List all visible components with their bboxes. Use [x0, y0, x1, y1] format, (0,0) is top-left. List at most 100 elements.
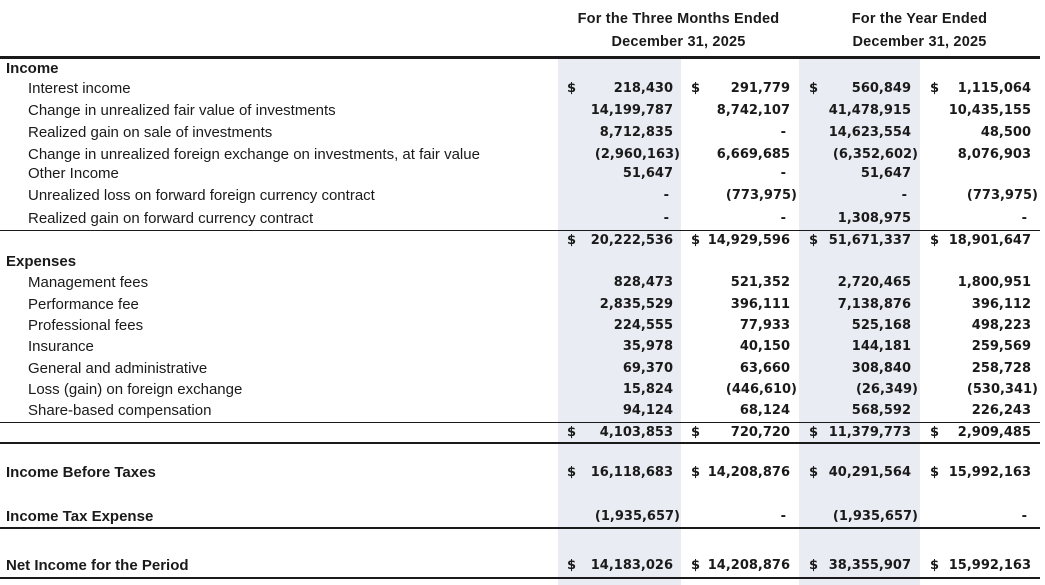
dollar-sign: $	[930, 81, 940, 96]
value-professional-fees-three-months-2025: 224,555	[613, 318, 673, 333]
value-income-before-taxes-three-months-2024: 14,208,876	[707, 465, 790, 480]
value-income-before-taxes-three-months-2025: 16,118,683	[590, 465, 673, 480]
value-change-in-unrealized-fair-value-of-investments-three-months-2025: 14,199,787	[590, 103, 673, 118]
value-general-and-administrative-three-months-2025: 69,370	[622, 361, 673, 376]
column-shade-year-2025	[799, 58, 920, 585]
dollar-sign: $	[691, 425, 701, 440]
dollar-sign: $	[691, 558, 701, 573]
header-three-months: For the Three Months Ended December 31, …	[558, 11, 799, 50]
value-net-income-for-the-period-year-2024: 15,992,163	[948, 558, 1031, 573]
value-management-fees-three-months-2025: 828,473	[613, 275, 673, 290]
value-professional-fees-year-2024: 498,223	[971, 318, 1031, 333]
header-rule	[0, 56, 1040, 59]
dollar-sign: $	[567, 425, 577, 440]
value-total-three-months-2025: 20,222,536	[590, 233, 673, 248]
row-label-performance-fee: Performance fee	[28, 296, 139, 313]
value-interest-income-three-months-2025: 218,430	[613, 81, 673, 96]
dollar-sign: $	[809, 81, 819, 96]
net-income-rule	[0, 577, 1040, 579]
value-insurance-three-months-2025: 35,978	[622, 339, 673, 354]
row-label-expenses: Expenses	[6, 253, 77, 270]
value-change-in-unrealized-foreign-exchange-on-investments-at-fair-value-year-2025: (6,352,602)	[832, 147, 918, 162]
value-realized-gain-on-sale-of-investments-year-2025: 14,623,554	[828, 125, 911, 140]
row-label-change-in-unrealized-fair-value-of-investments: Change in unrealized fair value of inves…	[28, 102, 336, 119]
header-year-line1: For the Year Ended	[851, 11, 988, 27]
header-three-months-line2: December 31, 2025	[611, 34, 746, 50]
row-label-interest-income: Interest income	[28, 80, 131, 97]
dollar-sign: $	[930, 425, 940, 440]
value-loss-gain-on-foreign-exchange-three-months-2024: (446,610)	[725, 382, 797, 397]
value-net-income-for-the-period-three-months-2025: 14,183,026	[590, 558, 673, 573]
dollar-sign: $	[691, 81, 701, 96]
value-share-based-compensation-three-months-2025: 94,124	[622, 403, 673, 418]
value-change-in-unrealized-foreign-exchange-on-investments-at-fair-value-three-months-2024: 6,669,685	[716, 147, 790, 162]
header-year-line2: December 31, 2025	[852, 34, 987, 50]
dollar-sign: $	[691, 233, 701, 248]
value-share-based-compensation-three-months-2024: 68,124	[739, 403, 790, 418]
dollar-sign: $	[809, 425, 819, 440]
value-performance-fee-year-2024: 396,112	[971, 297, 1031, 312]
value-change-in-unrealized-fair-value-of-investments-three-months-2024: 8,742,107	[716, 103, 790, 118]
expenses-total-rule	[0, 442, 1040, 444]
value-share-based-compensation-year-2025: 568,592	[851, 403, 911, 418]
value-interest-income-year-2025: 560,849	[851, 81, 911, 96]
value-unrealized-loss-on-forward-foreign-currency-contract-year-2025: -	[901, 188, 907, 203]
dollar-sign: $	[567, 558, 577, 573]
row-label-income-tax-expense: Income Tax Expense	[6, 508, 154, 525]
row-label-management-fees: Management fees	[28, 274, 149, 291]
dollar-sign: $	[809, 465, 819, 480]
value-income-tax-expense-year-2024: -	[1021, 509, 1027, 524]
value-total-three-months-2025: 4,103,853	[599, 425, 673, 440]
value-total-year-2025: 11,379,773	[828, 425, 911, 440]
row-label-income: Income	[6, 60, 59, 77]
value-loss-gain-on-foreign-exchange-year-2024: (530,341)	[966, 382, 1038, 397]
dollar-sign: $	[567, 81, 577, 96]
value-realized-gain-on-forward-currency-contract-three-months-2025: -	[663, 211, 669, 226]
column-shade-three-months-2025	[558, 58, 681, 585]
value-unrealized-loss-on-forward-foreign-currency-contract-year-2024: (773,975)	[966, 188, 1038, 203]
value-income-tax-expense-three-months-2025: (1,935,657)	[594, 509, 680, 524]
row-label-realized-gain-on-sale-of-investments: Realized gain on sale of investments	[28, 124, 273, 141]
value-net-income-for-the-period-year-2025: 38,355,907	[828, 558, 911, 573]
value-total-year-2025: 51,671,337	[828, 233, 911, 248]
row-label-change-in-unrealized-foreign-exchange-on-investments-at-fair-value: Change in unrealized foreign exchange on…	[28, 146, 480, 163]
value-general-and-administrative-year-2025: 308,840	[851, 361, 911, 376]
value-unrealized-loss-on-forward-foreign-currency-contract-three-months-2025: -	[663, 188, 669, 203]
value-change-in-unrealized-fair-value-of-investments-year-2025: 41,478,915	[828, 103, 911, 118]
row-label-loss-gain-on-foreign-exchange: Loss (gain) on foreign exchange	[28, 381, 243, 398]
value-performance-fee-three-months-2025: 2,835,529	[599, 297, 673, 312]
value-income-before-taxes-year-2024: 15,992,163	[948, 465, 1031, 480]
value-management-fees-year-2025: 2,720,465	[837, 275, 911, 290]
value-income-tax-expense-three-months-2024: -	[780, 509, 786, 524]
value-realized-gain-on-forward-currency-contract-three-months-2024: -	[780, 211, 786, 226]
value-insurance-three-months-2024: 40,150	[739, 339, 790, 354]
income-subtotal-rule	[0, 230, 1040, 231]
tax-rule	[0, 527, 1040, 529]
value-change-in-unrealized-foreign-exchange-on-investments-at-fair-value-year-2024: 8,076,903	[957, 147, 1031, 162]
dollar-sign: $	[809, 233, 819, 248]
row-label-net-income-for-the-period: Net Income for the Period	[6, 557, 189, 574]
value-total-year-2024: 18,901,647	[948, 233, 1031, 248]
dollar-sign: $	[567, 233, 577, 248]
header-year: For the Year Ended December 31, 2025	[799, 11, 1040, 50]
value-income-tax-expense-year-2025: (1,935,657)	[832, 509, 918, 524]
dollar-sign: $	[930, 465, 940, 480]
value-income-before-taxes-year-2025: 40,291,564	[828, 465, 911, 480]
expenses-subtotal-rule	[0, 422, 1040, 423]
value-loss-gain-on-foreign-exchange-year-2025: (26,349)	[855, 382, 918, 397]
value-net-income-for-the-period-three-months-2024: 14,208,876	[707, 558, 790, 573]
value-performance-fee-year-2025: 7,138,876	[837, 297, 911, 312]
value-other-income-three-months-2025: 51,647	[622, 166, 673, 181]
value-total-three-months-2024: 720,720	[730, 425, 790, 440]
value-loss-gain-on-foreign-exchange-three-months-2025: 15,824	[622, 382, 673, 397]
value-insurance-year-2025: 144,181	[851, 339, 911, 354]
value-general-and-administrative-three-months-2024: 63,660	[739, 361, 790, 376]
row-label-income-before-taxes: Income Before Taxes	[6, 464, 156, 481]
value-management-fees-three-months-2024: 521,352	[730, 275, 790, 290]
dollar-sign: $	[930, 558, 940, 573]
row-label-realized-gain-on-forward-currency-contract: Realized gain on forward currency contra…	[28, 210, 314, 227]
value-interest-income-year-2024: 1,115,064	[957, 81, 1031, 96]
value-professional-fees-year-2025: 525,168	[851, 318, 911, 333]
value-other-income-year-2025: 51,647	[860, 166, 911, 181]
dollar-sign: $	[691, 465, 701, 480]
